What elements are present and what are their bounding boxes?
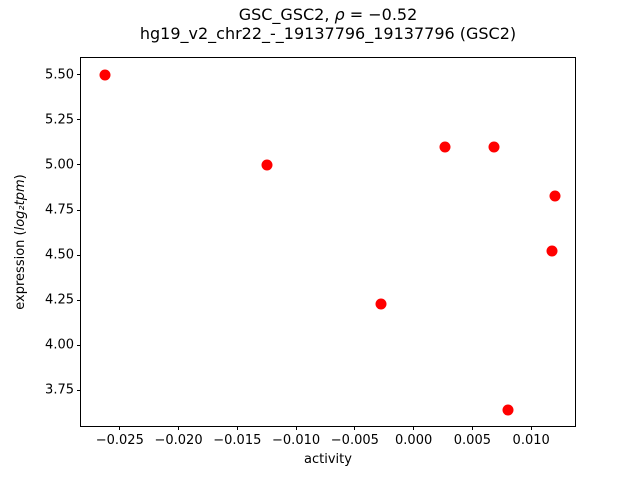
x-tick-mark [178, 426, 180, 430]
title-prefix: GSC_GSC2, [238, 5, 335, 24]
scatter-point [502, 404, 514, 416]
ylabel-math: log₂tpm [13, 179, 28, 231]
scatter-point [261, 159, 273, 171]
chart-title: GSC_GSC2, ρ = −0.52 hg19_v2_chr22_-_1913… [80, 5, 576, 43]
x-tick-label: −0.010 [272, 433, 321, 448]
x-tick-label: −0.025 [95, 433, 144, 448]
chart-subtitle: hg19_v2_chr22_-_19137796_19137796 (GSC2) [139, 24, 517, 43]
y-axis-label: expression (log₂tpm) [13, 174, 29, 309]
y-tick-mark [77, 344, 81, 346]
y-tick-label: 4.50 [45, 247, 74, 263]
y-tick-mark [77, 254, 81, 256]
y-tick-label: 5.50 [45, 67, 74, 83]
x-tick-mark [295, 426, 297, 430]
y-tick-mark [77, 209, 81, 211]
title-suffix: = −0.52 [344, 5, 418, 24]
y-tick-label: 3.75 [45, 382, 74, 398]
x-tick-mark [354, 426, 356, 430]
ylabel-suffix: ) [13, 174, 28, 180]
x-tick-mark [413, 426, 415, 430]
y-tick-label: 4.75 [45, 202, 74, 218]
x-tick-mark [236, 426, 238, 430]
y-tick-mark [77, 74, 81, 76]
x-tick-label: −0.015 [213, 433, 262, 448]
y-tick-label: 4.25 [45, 292, 74, 308]
y-tick-label: 5.00 [45, 157, 74, 173]
x-tick-label: 0.010 [512, 433, 550, 448]
y-tick-label: 4.00 [45, 337, 74, 353]
x-tick-mark [530, 426, 532, 430]
x-axis-label: activity [304, 452, 352, 467]
y-tick-mark [77, 389, 81, 391]
scatter-point [375, 298, 387, 310]
chart-title-line1: GSC_GSC2, ρ = −0.52 [80, 5, 576, 24]
scatter-point [488, 141, 500, 153]
x-tick-mark [119, 426, 121, 430]
y-tick-mark [77, 299, 81, 301]
scatter-point [439, 141, 451, 153]
ylabel-prefix: expression ( [13, 230, 28, 310]
x-tick-label: 0.005 [453, 433, 491, 448]
x-tick-label: 0.000 [395, 433, 433, 448]
x-tick-label: −0.005 [330, 433, 379, 448]
x-tick-label: −0.020 [154, 433, 203, 448]
y-tick-mark [77, 119, 81, 121]
scatter-point [546, 245, 558, 257]
plot-area: −0.025 −0.020 −0.015 −0.010 −0.005 0.000 0.005… [45, 57, 576, 448]
rho-symbol: ρ [334, 5, 345, 24]
y-tick-mark [77, 164, 81, 166]
x-tick-mark [471, 426, 473, 430]
y-tick-label: 5.25 [45, 112, 74, 128]
scatter-point [99, 69, 110, 81]
scatter-point [549, 190, 561, 202]
